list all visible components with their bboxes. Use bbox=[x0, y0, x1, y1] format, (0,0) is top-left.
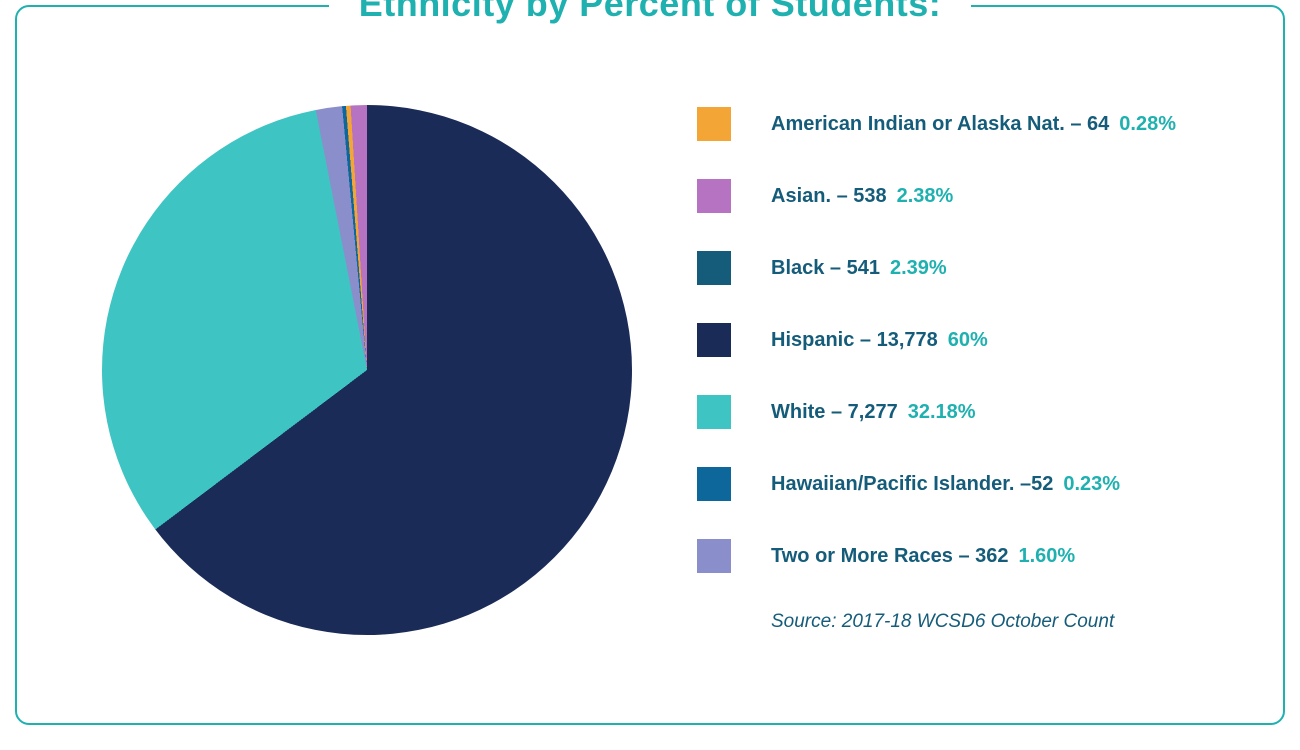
legend-percent: 2.38% bbox=[897, 185, 954, 207]
legend-label: Black – 541 bbox=[771, 257, 880, 279]
pie-wrap bbox=[77, 105, 657, 635]
legend-swatch bbox=[697, 467, 731, 501]
legend-percent: 60% bbox=[948, 329, 988, 351]
legend-swatch bbox=[697, 251, 731, 285]
legend-swatch bbox=[697, 323, 731, 357]
legend-label: Two or More Races – 362 bbox=[771, 545, 1009, 567]
legend-swatch bbox=[697, 179, 731, 213]
legend-percent: 2.39% bbox=[890, 257, 947, 279]
source-text: Source: 2017-18 WCSD6 October Count bbox=[771, 611, 1223, 633]
legend-text: American Indian or Alaska Nat. – 64 0.28% bbox=[771, 113, 1176, 136]
legend-text: Asian. – 538 2.38% bbox=[771, 185, 953, 208]
legend-percent: 0.23% bbox=[1063, 473, 1120, 495]
chart-frame: Ethnicity by Percent of Students: Americ… bbox=[15, 5, 1285, 725]
legend-item: American Indian or Alaska Nat. – 64 0.28% bbox=[697, 107, 1223, 141]
chart-title: Ethnicity by Percent of Students: bbox=[329, 0, 972, 25]
legend-label: Hispanic – 13,778 bbox=[771, 329, 938, 351]
legend-label: Asian. – 538 bbox=[771, 185, 887, 207]
title-wrap: Ethnicity by Percent of Students: bbox=[17, 0, 1283, 25]
legend-percent: 0.28% bbox=[1119, 113, 1176, 135]
legend-text: Hawaiian/Pacific Islander. –52 0.23% bbox=[771, 473, 1120, 496]
legend-text: Black – 541 2.39% bbox=[771, 257, 947, 280]
legend-percent: 1.60% bbox=[1019, 545, 1076, 567]
legend-text: Hispanic – 13,778 60% bbox=[771, 329, 988, 352]
legend-label: American Indian or Alaska Nat. – 64 bbox=[771, 113, 1109, 135]
legend-swatch bbox=[697, 539, 731, 573]
legend-item: Asian. – 538 2.38% bbox=[697, 179, 1223, 213]
legend-item: Two or More Races – 362 1.60% bbox=[697, 539, 1223, 573]
legend-item: White – 7,277 32.18% bbox=[697, 395, 1223, 429]
legend-item: Hispanic – 13,778 60% bbox=[697, 323, 1223, 357]
legend-item: Black – 541 2.39% bbox=[697, 251, 1223, 285]
pie-chart bbox=[102, 105, 632, 635]
legend-rows: American Indian or Alaska Nat. – 64 0.28%… bbox=[697, 107, 1223, 573]
legend-swatch bbox=[697, 395, 731, 429]
chart-content: American Indian or Alaska Nat. – 64 0.28%… bbox=[17, 7, 1283, 723]
legend-label: White – 7,277 bbox=[771, 401, 898, 423]
legend-item: Hawaiian/Pacific Islander. –52 0.23% bbox=[697, 467, 1223, 501]
legend-percent: 32.18% bbox=[908, 401, 976, 423]
legend-label: Hawaiian/Pacific Islander. –52 bbox=[771, 473, 1053, 495]
legend-text: White – 7,277 32.18% bbox=[771, 401, 976, 424]
legend: American Indian or Alaska Nat. – 64 0.28%… bbox=[657, 107, 1223, 633]
legend-swatch bbox=[697, 107, 731, 141]
legend-text: Two or More Races – 362 1.60% bbox=[771, 545, 1075, 568]
